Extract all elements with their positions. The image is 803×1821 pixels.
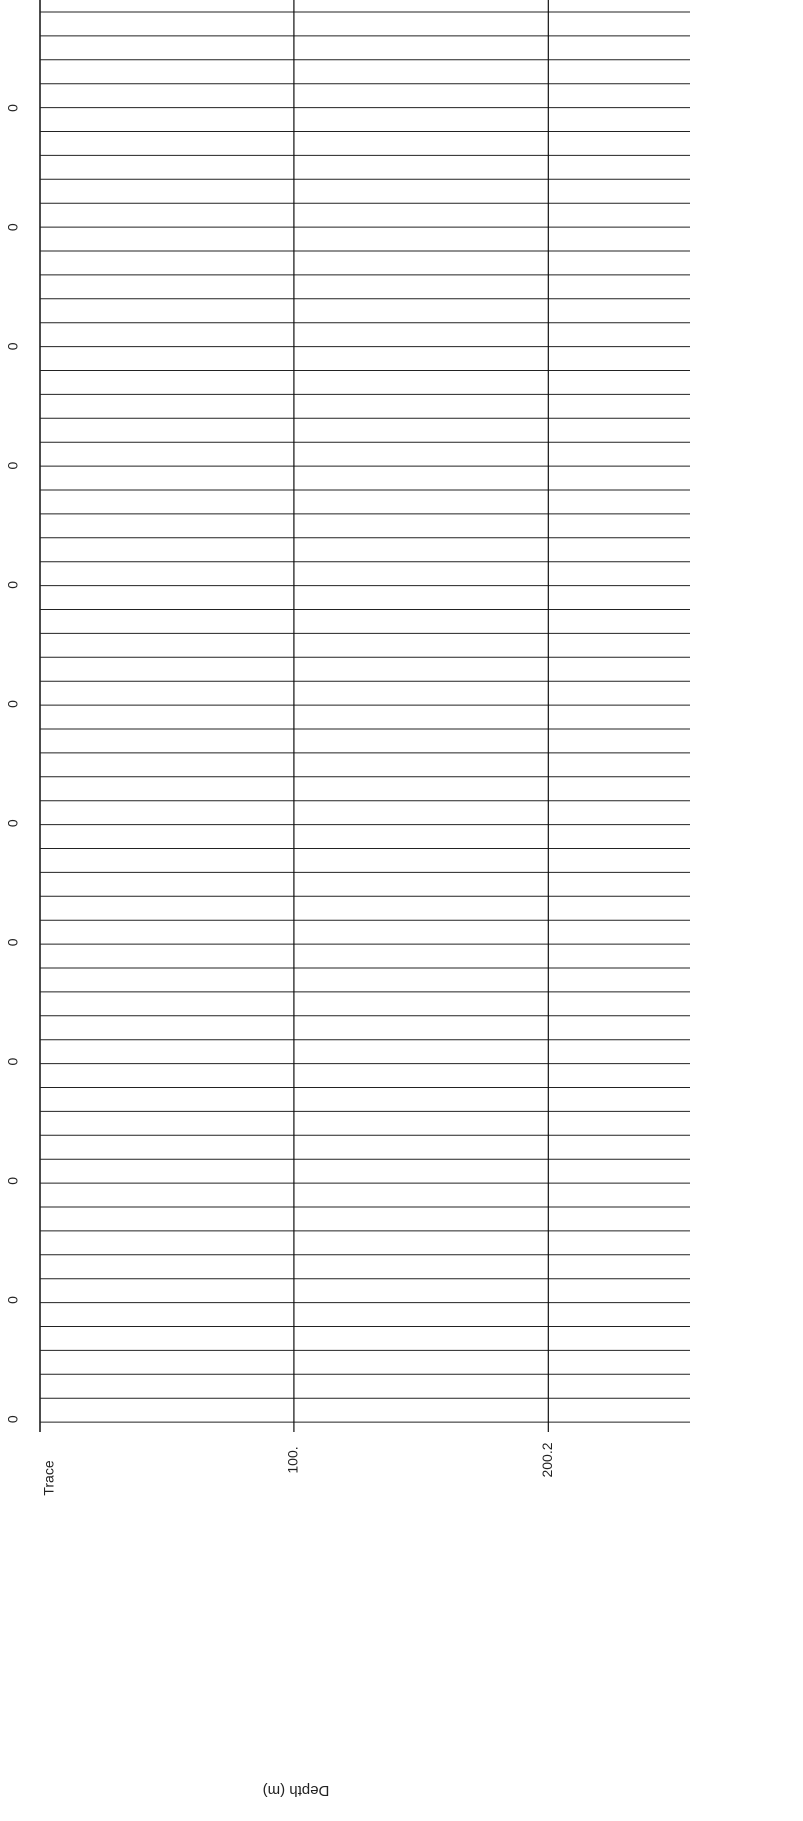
x-tick-label: 200.2 bbox=[539, 1442, 555, 1477]
trace-label: 0 bbox=[5, 581, 21, 589]
trace-label: 0 bbox=[5, 1415, 21, 1423]
trace-label: 0 bbox=[5, 1177, 21, 1185]
x-axis-label: Depth (m) bbox=[263, 1782, 330, 1799]
y-axis-label: Trace bbox=[41, 1460, 57, 1495]
trace-label: 0 bbox=[5, 342, 21, 350]
trace-label: 0 bbox=[5, 461, 21, 469]
x-tick-label: 100. bbox=[285, 1446, 301, 1473]
trace-label: 0 bbox=[5, 1057, 21, 1065]
trace-label: 0 bbox=[5, 223, 21, 231]
trace-label: 0 bbox=[5, 819, 21, 827]
trace-label: 0 bbox=[5, 1296, 21, 1304]
trace-label: 0 bbox=[5, 938, 21, 946]
trace-label: 0 bbox=[5, 700, 21, 708]
trace-label: 0 bbox=[5, 104, 21, 112]
